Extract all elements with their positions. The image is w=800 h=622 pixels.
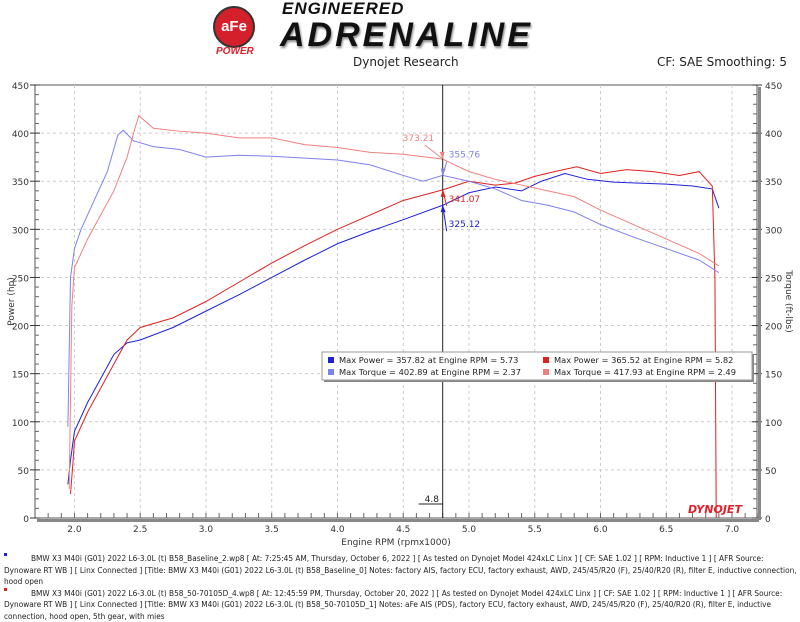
y-tick-right: 150 <box>765 371 782 381</box>
y-tick-right: 450 <box>765 82 782 92</box>
y-tick-left: 0 <box>23 515 29 525</box>
x-axis-label: Engine RPM (rpmx1000) <box>341 538 450 548</box>
legend-entry: Max Torque = 417.93 at Engine RPM = 2.49 <box>554 367 736 377</box>
logo-adrenaline: ADRENALINE <box>280 18 533 52</box>
y-tick-left: 100 <box>12 419 29 429</box>
annotation-value: 341.07 <box>449 195 481 205</box>
series-color-dot <box>4 553 7 556</box>
y-tick-right: 100 <box>765 419 782 429</box>
run-note-baseline: BMW X3 M40i (G01) 2022 L6-3.0L (t) B58_B… <box>4 553 799 588</box>
x-tick-label: 4.5 <box>396 525 410 535</box>
legend-entry: Max Power = 357.82 at Engine RPM = 5.73 <box>339 355 518 365</box>
annotation-value: 325.12 <box>449 220 481 230</box>
x-tick-label: 3.5 <box>265 525 279 535</box>
axis-shadow <box>37 519 759 522</box>
legend-entry: Max Power = 365.52 at Engine RPM = 5.82 <box>554 355 733 365</box>
y-tick-right: 300 <box>765 226 782 236</box>
y-axis-label-left: Power (hp) <box>7 277 17 326</box>
x-tick-label: 4.0 <box>330 525 345 535</box>
annotation-value: 355.76 <box>449 151 481 161</box>
x-tick-label: 6.0 <box>593 525 608 535</box>
x-tick-label: 6.5 <box>659 525 673 535</box>
note-text: BMW X3 M40i (G01) 2022 L6-3.0L (t) B58_B… <box>4 553 797 586</box>
y-axis-label-right: Torque (ft-lbs) <box>783 269 793 333</box>
y-tick-left: 450 <box>12 82 29 92</box>
y-tick-right: 50 <box>765 467 777 477</box>
axis-shadow <box>758 87 761 520</box>
annotation-value: 373.21 <box>403 134 435 144</box>
plot-area <box>35 85 757 518</box>
afe-logo: aFe <box>213 6 255 48</box>
chart-source-title: Dynojet Research <box>353 55 459 70</box>
y-tick-left: 350 <box>12 178 29 188</box>
x-tick-label: 5.5 <box>528 525 542 535</box>
y-tick-right: 250 <box>765 274 782 284</box>
y-tick-right: 0 <box>765 515 771 525</box>
header: aFe POWER ENGINEERED ADRENALINE Dynojet … <box>0 0 800 75</box>
x-tick-label: 2.5 <box>133 525 147 535</box>
x-tick-label: 7.0 <box>725 525 740 535</box>
run-notes: BMW X3 M40i (G01) 2022 L6-3.0L (t) B58_B… <box>4 553 799 622</box>
y-tick-left: 300 <box>12 226 29 236</box>
legend-swatch <box>328 369 334 375</box>
legend-entry: Max Torque = 402.89 at Engine RPM = 2.37 <box>339 367 521 377</box>
y-tick-left: 50 <box>18 467 30 477</box>
series-color-dot <box>4 588 7 591</box>
y-tick-left: 400 <box>12 130 29 140</box>
x-tick-label: 3.0 <box>199 525 214 535</box>
run-note-afe: BMW X3 M40i (G01) 2022 L6-3.0L (t) B58_5… <box>4 588 799 622</box>
x-tick-label: 5.0 <box>462 525 477 535</box>
y-tick-right: 350 <box>765 178 782 188</box>
afe-power-logo: POWER <box>216 46 254 57</box>
legend-swatch <box>328 357 334 363</box>
note-text: BMW X3 M40i (G01) 2022 L6-3.0L (t) B58_5… <box>4 588 782 621</box>
x-tick-label: 2.0 <box>67 525 82 535</box>
y-tick-left: 150 <box>12 371 29 381</box>
legend-swatch <box>543 369 549 375</box>
y-tick-right: 200 <box>765 323 782 333</box>
correction-info: CF: SAE Smoothing: 5 <box>657 55 787 70</box>
legend-swatch <box>543 357 549 363</box>
y-tick-right: 400 <box>765 130 782 140</box>
